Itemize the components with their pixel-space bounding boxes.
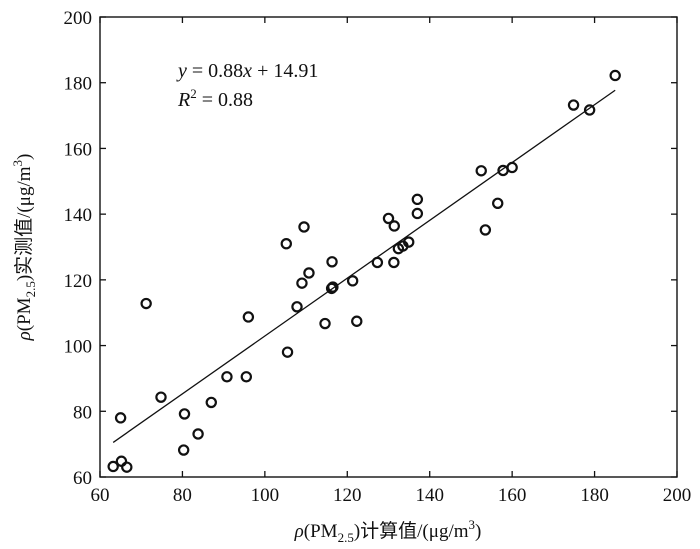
data-point <box>280 238 292 250</box>
data-point <box>114 412 127 424</box>
data-point <box>402 236 415 248</box>
data-point <box>192 428 204 440</box>
data-point <box>492 197 504 209</box>
y-tick-label: 120 <box>64 271 93 292</box>
data-point <box>382 212 395 225</box>
data-point <box>326 256 338 268</box>
regression-fit-line <box>112 89 616 443</box>
plot-frame <box>99 16 678 478</box>
data-point <box>205 396 217 409</box>
data-points <box>107 69 621 473</box>
data-point <box>240 371 253 383</box>
data-point <box>506 161 518 174</box>
y-tick-label: 200 <box>64 8 93 29</box>
y-tick-label: 160 <box>64 139 93 160</box>
data-point <box>319 317 331 330</box>
data-point <box>411 193 424 206</box>
data-point <box>388 220 400 232</box>
data-point <box>221 371 233 383</box>
y-tick-label: 140 <box>64 205 93 226</box>
data-point <box>177 444 190 456</box>
x-tick-label: 80 <box>173 485 192 506</box>
data-point <box>178 408 191 420</box>
data-point <box>107 460 119 473</box>
x-tick-label: 120 <box>333 485 362 506</box>
y-axis-label: ρ(PM2.5)实测值/(μg/m3) <box>10 154 38 342</box>
x-tick-label: 180 <box>580 485 609 506</box>
data-point <box>242 311 255 323</box>
x-tick-label: 140 <box>415 485 444 506</box>
data-point <box>281 346 294 358</box>
data-point <box>327 281 339 293</box>
data-point <box>140 297 152 310</box>
x-tick-label: 60 <box>91 485 110 506</box>
data-point <box>411 207 424 220</box>
data-point <box>291 301 303 313</box>
data-point <box>475 165 487 177</box>
data-point <box>583 104 596 116</box>
regression-equation: y = 0.88x + 14.91 <box>176 60 318 82</box>
data-point <box>298 221 310 233</box>
data-point <box>115 455 128 467</box>
x-tick-label: 100 <box>251 485 280 506</box>
y-tick-label: 80 <box>73 402 92 423</box>
x-tick-label: 160 <box>498 485 527 506</box>
y-tick-label: 60 <box>73 468 92 489</box>
data-point <box>609 69 621 82</box>
x-axis-label: ρ(PM2.5)计算值/(μg/m3) <box>294 517 482 545</box>
data-point <box>567 99 580 111</box>
axis-ticks: 60 80 100 120 140 160 180 200 60 80 100 120 140 160 18… <box>64 8 692 506</box>
y-tick-label: 180 <box>64 74 93 95</box>
data-point <box>303 267 315 279</box>
data-point <box>296 277 308 289</box>
y-tick-label: 100 <box>64 337 93 358</box>
fit-line-group <box>112 89 616 443</box>
r-squared-label: R2 = 0.88 <box>177 86 253 111</box>
x-tick-label: 200 <box>663 485 692 506</box>
data-point <box>121 461 133 473</box>
data-point <box>479 224 492 236</box>
data-point <box>351 315 363 327</box>
data-point <box>346 275 359 287</box>
data-point <box>155 391 167 403</box>
data-point <box>388 256 400 269</box>
data-point <box>371 256 384 269</box>
